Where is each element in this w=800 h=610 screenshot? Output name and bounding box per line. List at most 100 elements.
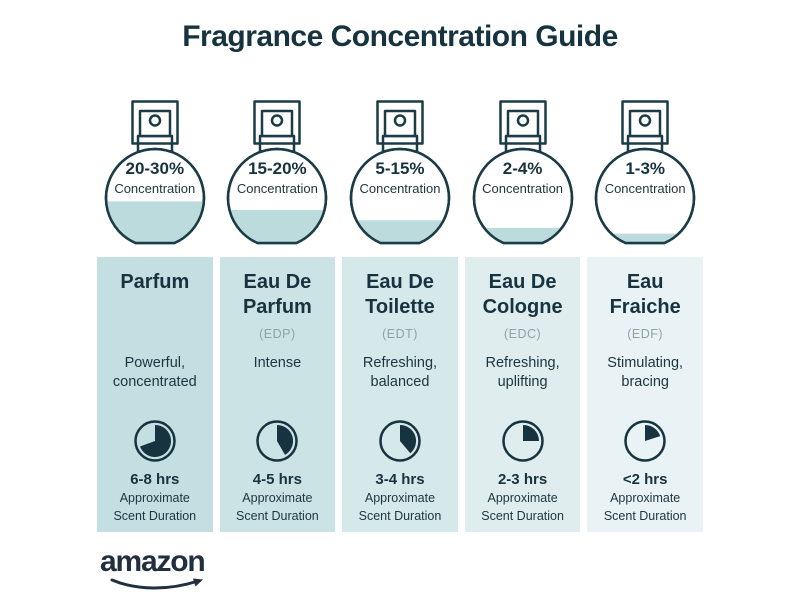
fragrance-name: Parfum: [120, 271, 190, 293]
concentration-caption: Concentration: [482, 181, 564, 196]
perfume-bottle-icon: 2-4% Concentration: [458, 100, 588, 250]
clock-row: [587, 411, 703, 471]
bottle-label: 2-4% Concentration: [458, 160, 588, 195]
clock-wedge: [645, 425, 661, 441]
duration-note: Approximate Scent Duration: [603, 491, 687, 523]
bottle-outline: [594, 147, 696, 245]
bottle-outline: [349, 147, 451, 245]
spray-nozzle-icon: [638, 114, 652, 127]
spray-cap-icon: [131, 100, 179, 145]
fragrance-description: Stimulating, bracing: [607, 355, 684, 390]
duration-note: Approximate Scent Duration: [358, 491, 442, 523]
concentration-caption: Concentration: [359, 181, 441, 196]
perfume-bottle-icon: 20-30% Concentration: [90, 100, 220, 250]
bottle-outline: [104, 147, 206, 245]
concentration-value: 5-15%: [375, 159, 425, 178]
concentration-caption: Concentration: [114, 181, 196, 196]
columns-row: 20-30% Concentration Parfum Powerful, co…: [97, 100, 703, 532]
scent-duration-clock-icon: [256, 420, 299, 462]
clock-row: [465, 411, 581, 471]
fragrance-tile: Eau Fraiche (EDF) Stimulating, bracing <…: [587, 257, 703, 532]
clock-wedge: [522, 425, 539, 441]
clock-row: [220, 411, 336, 471]
bottle-graphic: [104, 100, 206, 245]
clock-wedge: [277, 424, 294, 455]
duration-note: Approximate Scent Duration: [113, 491, 197, 523]
amazon-smile-icon: [110, 578, 203, 590]
duration-value: <2 hrs: [622, 471, 668, 488]
liquid-fill: [228, 209, 327, 243]
bottle-graphic: [349, 100, 451, 245]
spray-nozzle-icon: [393, 114, 407, 127]
duration-value: 6-8 hrs: [130, 471, 180, 488]
spray-cap-icon: [376, 100, 424, 145]
fragrance-name: Eau De Parfum: [242, 271, 312, 318]
fragrance-abbr: (EDP): [259, 327, 296, 341]
bottle-graphic: [227, 100, 328, 245]
concentration-caption: Concentration: [236, 181, 318, 196]
fragrance-description: Refreshing, uplifting: [485, 355, 560, 390]
scent-duration-clock-icon: [379, 420, 421, 462]
liquid-fill: [105, 201, 204, 243]
fragrance-column: 5-15% Concentration Eau De Toilette (EDT…: [342, 100, 458, 532]
amazon-logo-text: amazon: [100, 545, 206, 578]
fragrance-column: 2-4% Concentration Eau De Cologne (EDC) …: [464, 100, 581, 532]
fragrance-column: 15-20% Concentration Eau De Parfum (EDP)…: [219, 100, 336, 532]
fragrance-abbr: [97, 327, 213, 347]
fragrance-name: Eau Fraiche: [609, 271, 681, 318]
concentration-value: 15-20%: [248, 159, 307, 178]
clock-wedge: [399, 424, 417, 454]
liquid-fill: [596, 233, 695, 243]
bottle-graphic: [472, 100, 573, 245]
concentration-value: 2-4%: [502, 159, 543, 178]
duration-value: 2-3 hrs: [497, 471, 548, 488]
scent-duration-clock-icon: [501, 420, 544, 462]
fragrance-name: Eau De Cologne: [482, 271, 563, 318]
fragrance-tile: Eau De Parfum (EDP) Intense 4-5 hrs Appr…: [219, 257, 336, 532]
fragrance-description: Intense: [253, 355, 302, 371]
duration-value: 4-5 hrs: [252, 471, 302, 488]
bottle-label: 5-15% Concentration: [335, 160, 465, 195]
spray-nozzle-icon: [271, 114, 284, 127]
bottle-outline: [227, 147, 328, 245]
fragrance-column: 1-3% Concentration Eau Fraiche (EDF) Sti…: [587, 100, 703, 532]
spray-cap-icon: [498, 100, 547, 145]
duration-value: 3-4 hrs: [375, 471, 425, 488]
clock-wedge: [139, 424, 171, 457]
duration-note: Approximate Scent Duration: [236, 491, 319, 523]
spray-cap-icon: [621, 100, 669, 145]
fragrance-tile: Eau De Toilette (EDT) Refreshing, balanc…: [342, 257, 458, 532]
clock-row: [97, 411, 213, 471]
fragrance-description: Refreshing, balanced: [362, 355, 438, 390]
duration-note: Approximate Scent Duration: [481, 491, 564, 523]
fragrance-abbr: (EDF): [627, 327, 664, 341]
scent-duration-clock-icon: [624, 420, 666, 462]
fragrance-column: 20-30% Concentration Parfum Powerful, co…: [97, 100, 213, 532]
bottle-graphic: [594, 100, 696, 245]
fragrance-abbr: (EDC): [503, 327, 542, 341]
bottle-label: 1-3% Concentration: [580, 160, 710, 195]
liquid-fill: [350, 220, 449, 243]
scent-duration-clock-icon: [134, 420, 176, 462]
bottle-label: 15-20% Concentration: [212, 160, 342, 195]
perfume-bottle-icon: 5-15% Concentration: [335, 100, 465, 250]
fragrance-tile: Parfum Powerful, concentrated 6-8 hrs Ap…: [97, 257, 213, 532]
fragrance-abbr: (EDT): [382, 327, 418, 341]
spray-cap-icon: [253, 100, 302, 145]
amazon-logo: amazon: [100, 545, 220, 590]
perfume-bottle-icon: 15-20% Concentration: [212, 100, 342, 250]
fragrance-tile: Eau De Cologne (EDC) Refreshing, uplifti…: [464, 257, 581, 532]
bottle-outline: [472, 147, 573, 245]
concentration-value: 20-30%: [125, 159, 185, 178]
perfume-bottle-icon: 1-3% Concentration: [580, 100, 710, 250]
concentration-caption: Concentration: [604, 181, 686, 196]
spray-nozzle-icon: [516, 114, 529, 127]
fragrance-description: Powerful, concentrated: [112, 355, 197, 390]
clock-row: [342, 411, 458, 471]
page-title: Fragrance Concentration Guide: [182, 20, 618, 53]
fragrance-name: Eau De Toilette: [365, 271, 435, 318]
spray-nozzle-icon: [148, 114, 162, 127]
concentration-value: 1-3%: [625, 159, 666, 178]
bottle-label: 20-30% Concentration: [90, 160, 220, 195]
